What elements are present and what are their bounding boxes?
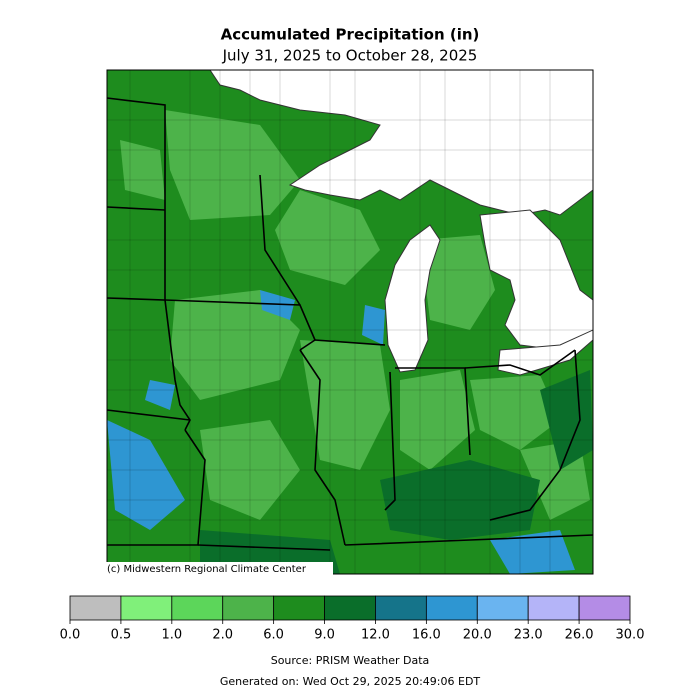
colorbar-tick-label: 20.0 [463, 628, 492, 643]
colorbar-tick-label: 0.0 [60, 628, 81, 643]
subtitle: July 31, 2025 to October 28, 2025 [222, 47, 478, 65]
lakes-and-outside [209, 70, 593, 376]
colorbar-bin [120, 595, 173, 621]
map: (c) Midwestern Regional Climate Center [104, 69, 594, 576]
colorbar-tick-label: 12.0 [361, 628, 390, 643]
colorbar-tick-label: 9.0 [314, 628, 335, 643]
light-patches [120, 110, 590, 520]
colorbar-bin [69, 595, 122, 621]
credit-box [104, 562, 333, 576]
colorbar: 0.0 0.5 1.0 2.0 6.0 9.0 12.0 16.0 20.0 23.0 26.0 30… [60, 595, 645, 643]
county-grid [107, 70, 593, 574]
generated: Generated on: Wed Oct 29, 2025 20:49:06 … [220, 675, 481, 688]
colorbar-tick-label: 23.0 [514, 628, 543, 643]
colorbar-tick-label: 0.5 [111, 628, 132, 643]
colorbar-tick-label: 1.0 [161, 628, 182, 643]
colorbar-bin [578, 595, 631, 621]
colorbar-bin [171, 595, 224, 621]
colorbar-tick-label: 2.0 [212, 628, 233, 643]
wet-patches [107, 290, 575, 574]
colorbar-bin [375, 595, 427, 621]
colorbar-tick-label: 16.0 [412, 628, 441, 643]
source: Source: PRISM Weather Data [271, 654, 430, 667]
credit: (c) Midwestern Regional Climate Center [107, 564, 307, 575]
colorbar-bin [425, 595, 478, 621]
colorbar-tick-label: 26.0 [565, 628, 594, 643]
colorbar-tick-label: 6.0 [263, 628, 284, 643]
colorbar-bin [222, 595, 275, 621]
colorbar-bin [527, 595, 580, 621]
map-frame [106, 69, 594, 575]
colorbar-tick-label: 30.0 [616, 628, 645, 643]
colorbar-bin [324, 595, 376, 621]
colorbar-bin [273, 595, 325, 621]
title: Accumulated Precipitation (in) [221, 26, 480, 44]
colorbar-bin [476, 595, 529, 621]
